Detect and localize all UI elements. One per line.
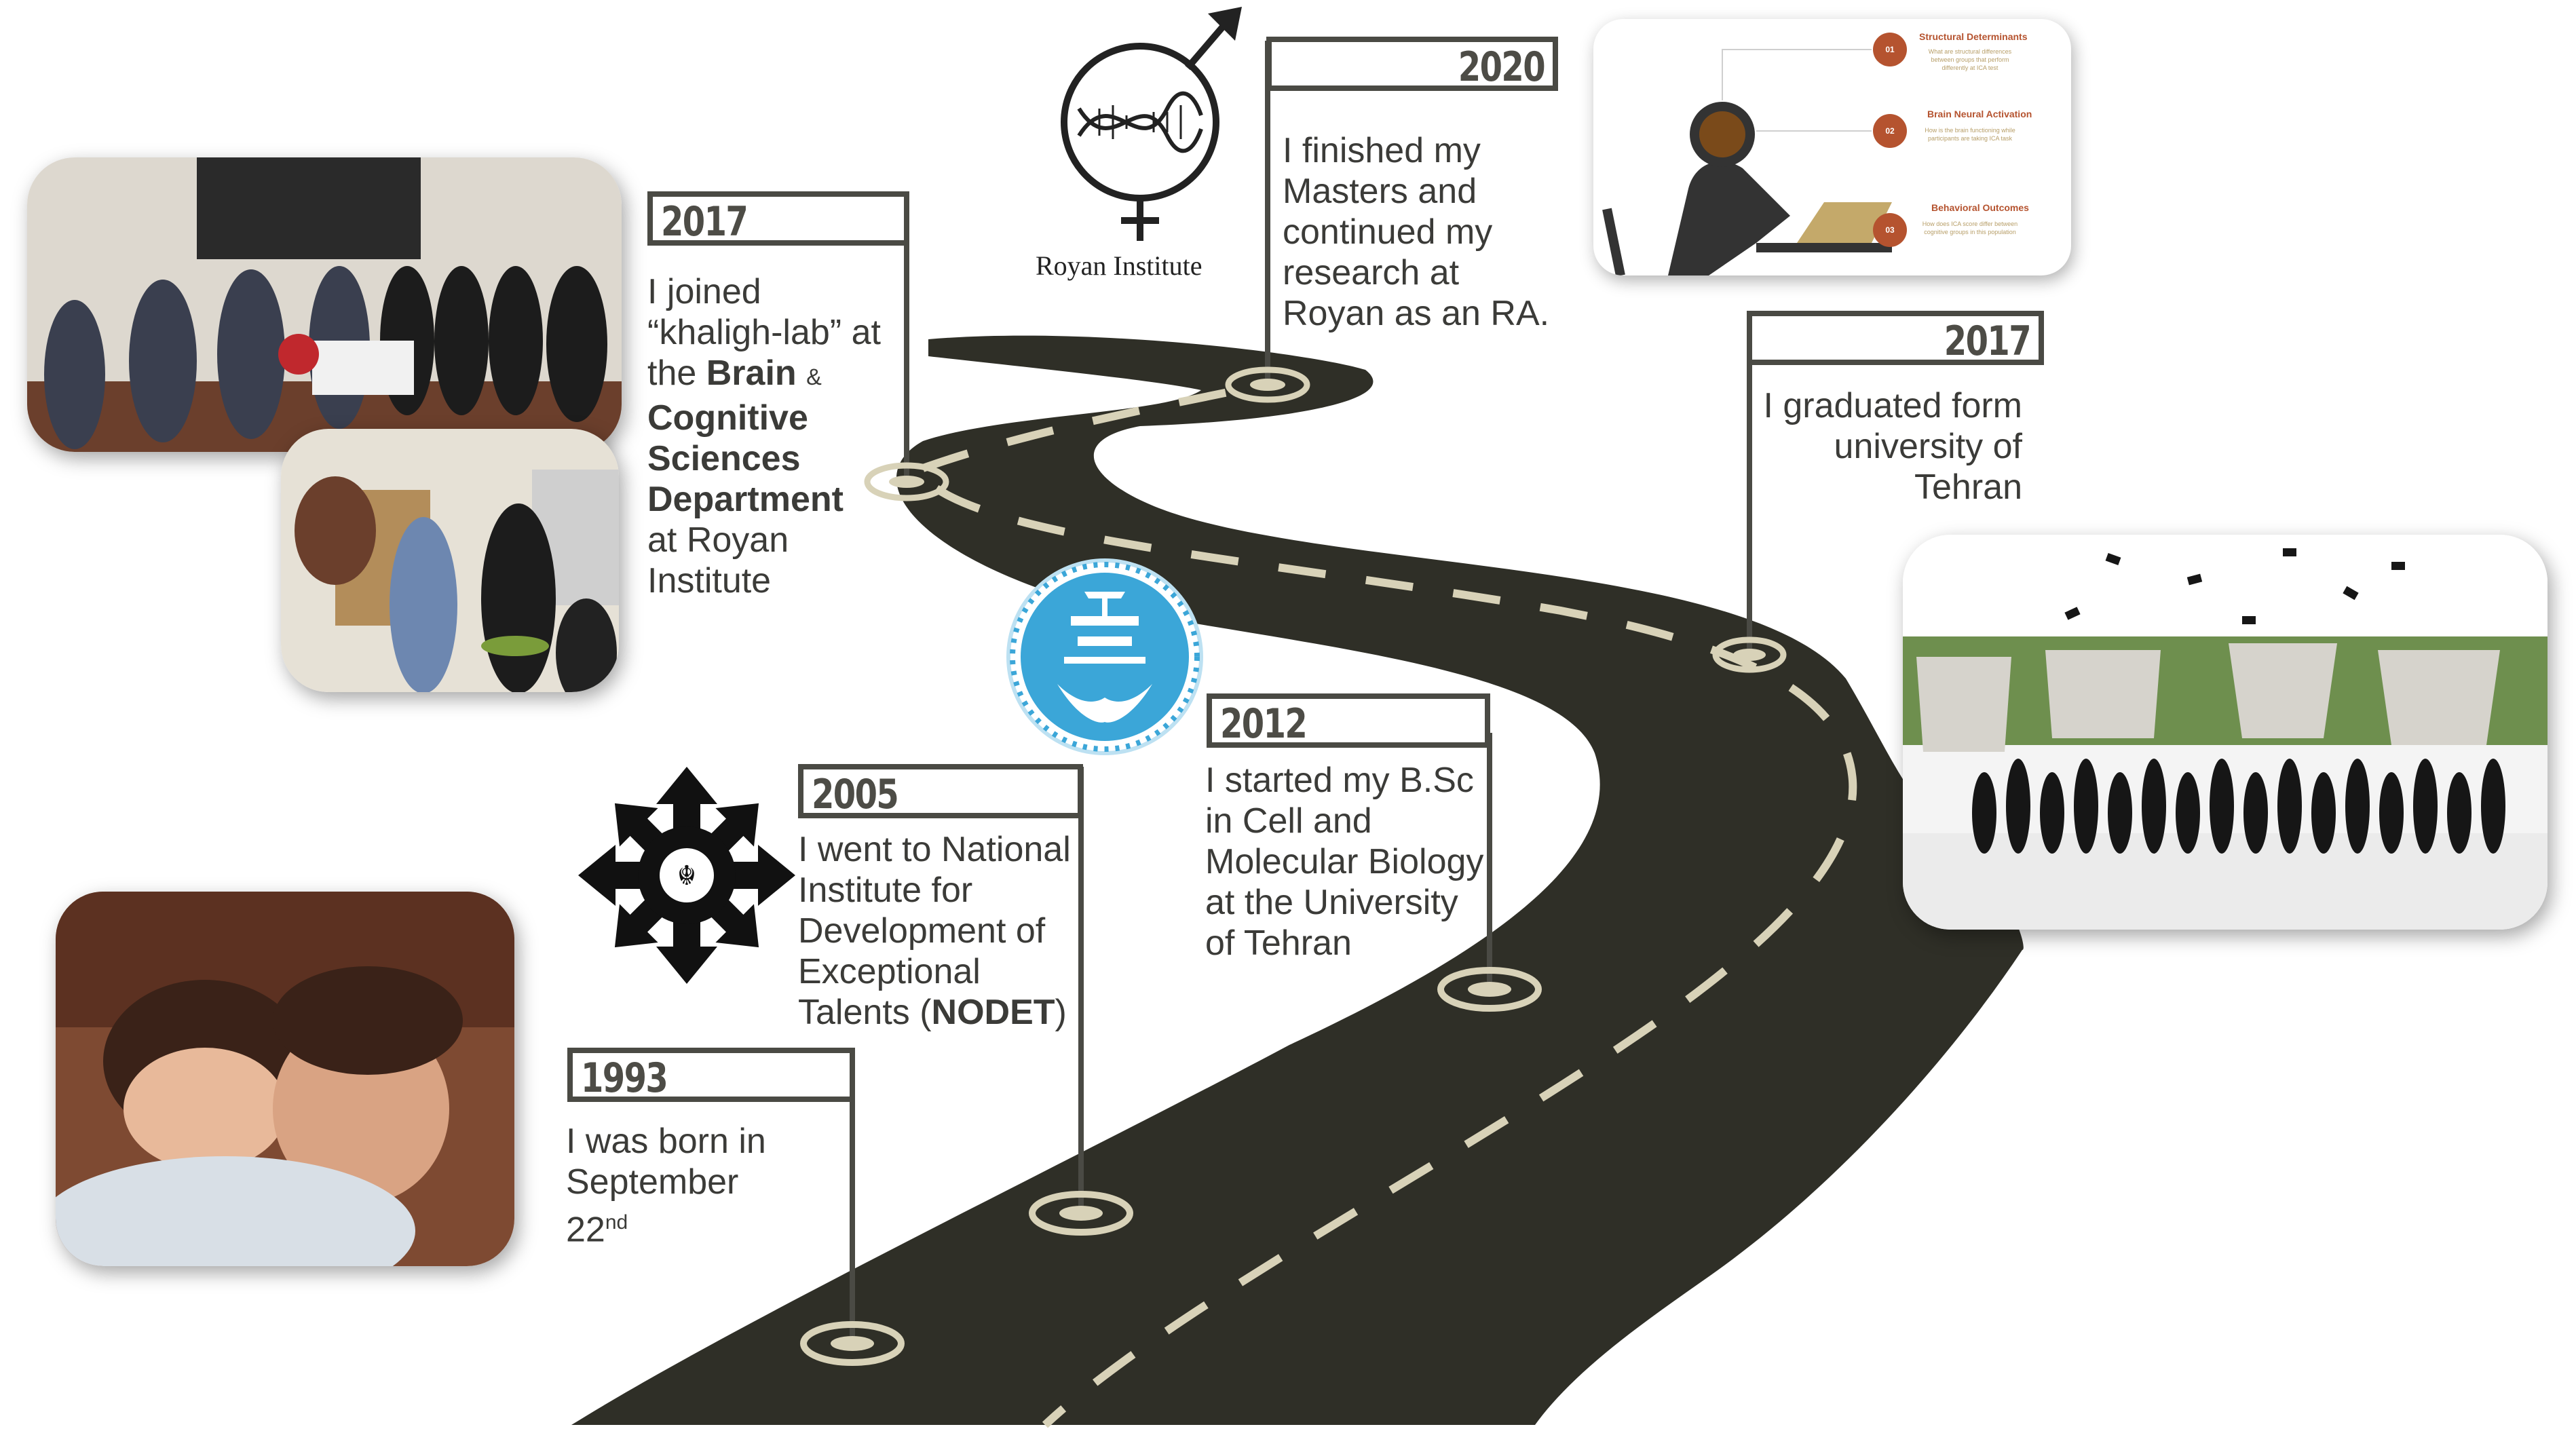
milestone-text-2017-joined: I joined “khaligh-lab” at the Brain & Co… xyxy=(647,271,881,601)
lab-group-photo xyxy=(27,157,622,452)
year-box-2005: 2005 xyxy=(798,764,1083,818)
text-bold: Sciences xyxy=(647,439,801,478)
text-line: ) xyxy=(1055,993,1067,1032)
text-superscript: nd xyxy=(605,1211,628,1234)
text-bold: Cognitive xyxy=(647,398,808,438)
item-description: How does ICA score differ between cognit… xyxy=(1922,221,2018,235)
childhood-photo xyxy=(56,892,514,1266)
text-line: Exceptional xyxy=(798,952,981,991)
text-line: I went to National xyxy=(798,830,1071,869)
svg-text:☬: ☬ xyxy=(677,860,696,892)
year-label: 2017 xyxy=(1944,318,2032,365)
text-line: Talents ( xyxy=(798,993,932,1032)
text-line: at the University xyxy=(1205,883,1458,922)
milestone-text-2020: I finished my Masters and continued my r… xyxy=(1283,130,1549,334)
item-title: Brain Neural Activation xyxy=(1927,109,2032,119)
item-number-badge: 03 xyxy=(1873,213,1907,247)
text-line: September xyxy=(566,1162,739,1202)
nodet-logo-icon: ☬ xyxy=(578,767,795,984)
milestone-text-2017-graduated: I graduated form university of Tehran xyxy=(1737,385,2022,508)
pin-markers xyxy=(800,366,1787,1366)
year-box-2020: 2020 xyxy=(1266,37,1558,91)
year-box-2017-graduated: 2017 xyxy=(1747,311,2044,365)
text-line: the xyxy=(647,354,706,393)
royan-institute-caption: Royan Institute xyxy=(1036,250,1202,281)
text-bold: Brain xyxy=(706,354,797,393)
year-label: 2017 xyxy=(661,198,749,246)
text-line: Masters and xyxy=(1283,172,1477,211)
text-line: at Royan xyxy=(647,520,789,560)
text-line: Molecular Biology xyxy=(1205,842,1484,881)
text-bold: Department xyxy=(647,480,844,519)
text-line: I graduated form xyxy=(1763,386,2022,425)
lab-members-photo xyxy=(281,429,619,692)
text-line: in Cell and xyxy=(1205,801,1372,841)
year-box-2012: 2012 xyxy=(1207,693,1490,748)
text-line: university of xyxy=(1834,427,2022,466)
text-line: Tehran xyxy=(1914,468,2022,507)
text-line: Royan as an RA. xyxy=(1283,294,1550,333)
item-description: How is the brain functioning while parti… xyxy=(1925,127,2015,142)
milestone-text-2012: I started my B.Sc in Cell and Molecular … xyxy=(1205,760,1483,964)
item-title: Structural Determinants xyxy=(1919,31,2028,42)
text-line: continued my xyxy=(1283,212,1493,252)
year-box-1993: 1993 xyxy=(567,1048,855,1102)
item-number-badge: 01 xyxy=(1873,33,1907,66)
pin-lines xyxy=(850,41,1752,1337)
text-line: 22 xyxy=(566,1210,605,1250)
year-label: 1993 xyxy=(581,1054,668,1102)
year-label: 2005 xyxy=(812,771,899,818)
text-line: I started my B.Sc xyxy=(1205,761,1474,800)
milestone-text-1993: I was born in September 22nd xyxy=(566,1121,766,1250)
year-label: 2012 xyxy=(1220,700,1308,748)
text-line: Institute for xyxy=(798,871,973,910)
text-ampersand: & xyxy=(806,364,822,390)
research-slide-graphic xyxy=(1602,49,1892,275)
road xyxy=(571,335,2024,1425)
university-of-tehran-logo-icon xyxy=(1006,558,1203,755)
text-line: of Tehran xyxy=(1205,923,1352,963)
text-line: research at xyxy=(1283,253,1460,292)
royan-institute-logo-icon xyxy=(1061,7,1242,241)
research-slide: 01 Structural Determinants What are stru… xyxy=(1593,19,2071,275)
graduation-photo xyxy=(1903,535,2547,930)
year-box-2017-joined: 2017 xyxy=(647,191,909,246)
text-line: I finished my xyxy=(1283,131,1481,170)
road-center-line xyxy=(921,383,1857,1428)
text-line: “khaligh-lab” at xyxy=(647,313,881,352)
item-number-badge: 02 xyxy=(1873,114,1907,148)
text-line: I was born in xyxy=(566,1122,766,1161)
item-description: What are structural differences between … xyxy=(1928,48,2012,71)
text-bold: NODET xyxy=(931,993,1055,1032)
text-line: Development of xyxy=(798,911,1046,951)
text-line: Institute xyxy=(647,561,772,601)
year-label: 2020 xyxy=(1458,43,1546,91)
item-title: Behavioral Outcomes xyxy=(1931,202,2029,213)
text-line: I joined xyxy=(647,272,761,311)
milestone-text-2005: I went to National Institute for Develop… xyxy=(798,829,1071,1033)
